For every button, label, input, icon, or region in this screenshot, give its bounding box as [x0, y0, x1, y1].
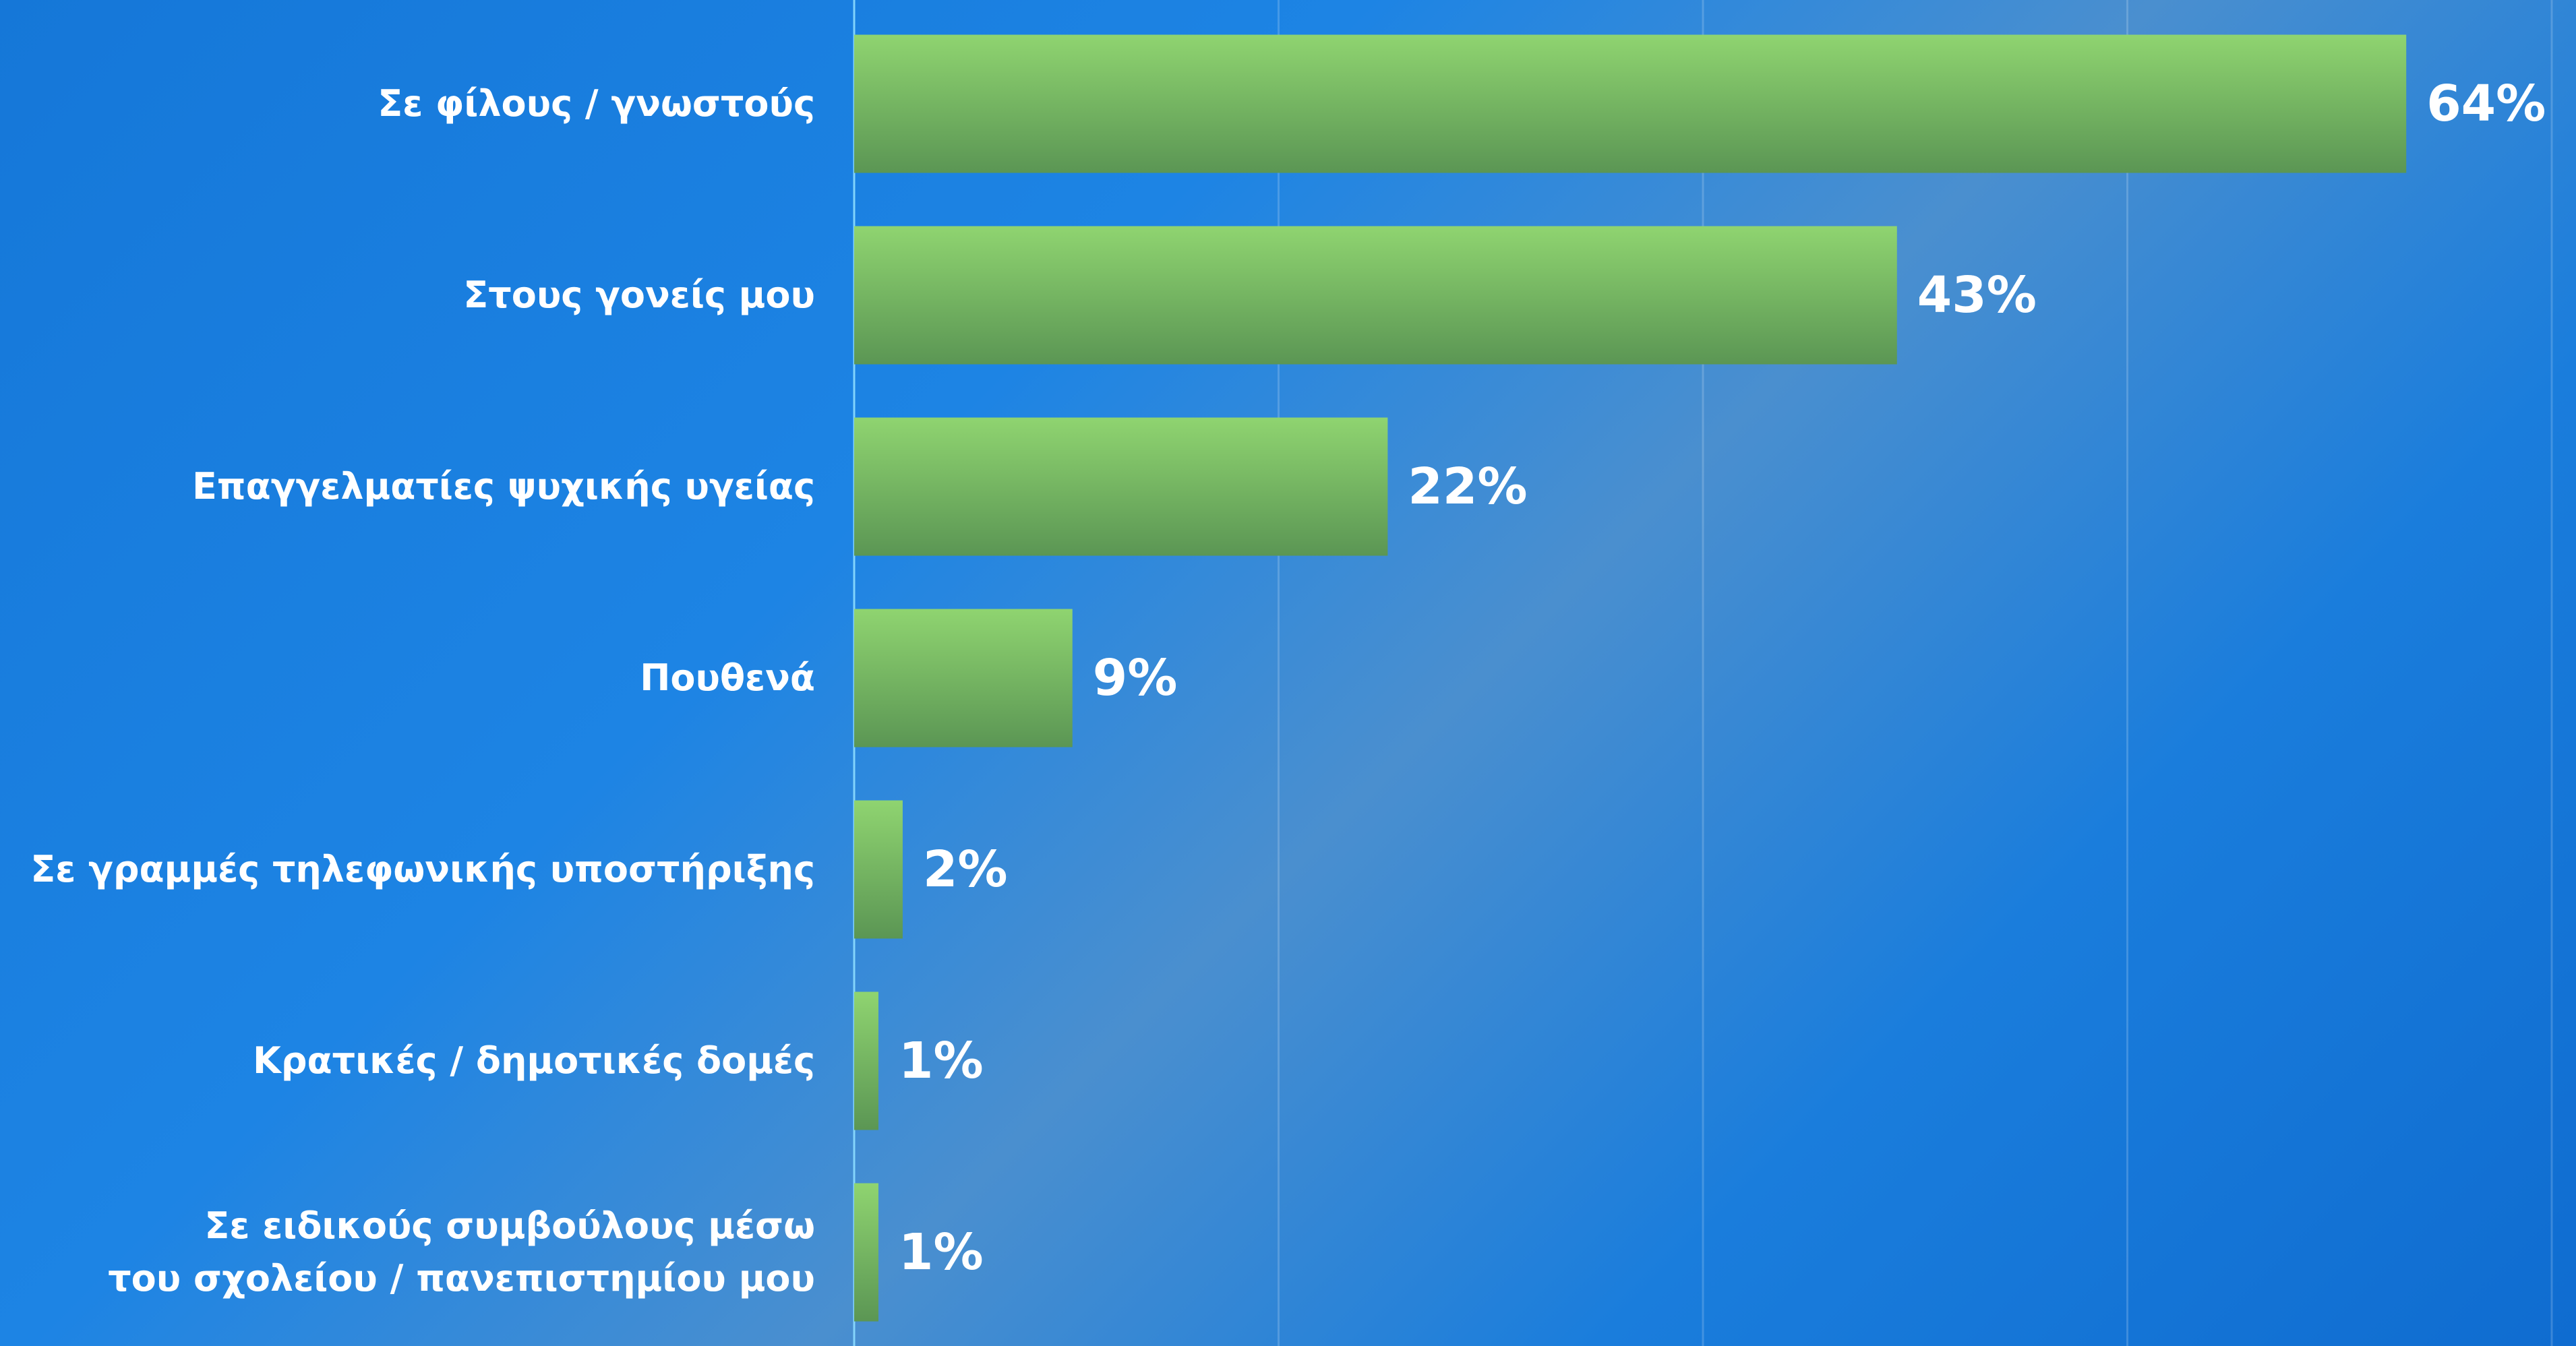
category-label: Σε φίλους / γνωστούς: [378, 82, 815, 125]
category-label: Σε ειδικούς συμβούλους μέσω του σχολείου…: [108, 1204, 815, 1299]
bar: [854, 609, 1073, 747]
bar: [854, 800, 903, 939]
category-label: Κρατικές / δημοτικές δομές: [253, 1039, 815, 1082]
value-label: 2%: [922, 840, 1008, 898]
value-label: 9%: [1092, 649, 1178, 707]
bar: [854, 226, 1897, 365]
bar: [854, 1183, 878, 1322]
value-label: 1%: [898, 1032, 984, 1090]
category-label: Πουθενά: [640, 656, 815, 699]
bar: [854, 417, 1388, 556]
value-label: 1%: [898, 1223, 984, 1281]
value-label: 64%: [2426, 75, 2546, 133]
category-label: Σε γραμμές τηλεφωνικής υποστήριξης: [30, 848, 815, 890]
bar: [854, 991, 878, 1130]
category-label: Επαγγελματίες ψυχικής υγείας: [192, 465, 815, 508]
value-label: 43%: [1917, 266, 2037, 324]
category-label: Στους γονείς μου: [463, 274, 815, 316]
bar: [854, 34, 2407, 173]
value-label: 22%: [1408, 458, 1528, 516]
